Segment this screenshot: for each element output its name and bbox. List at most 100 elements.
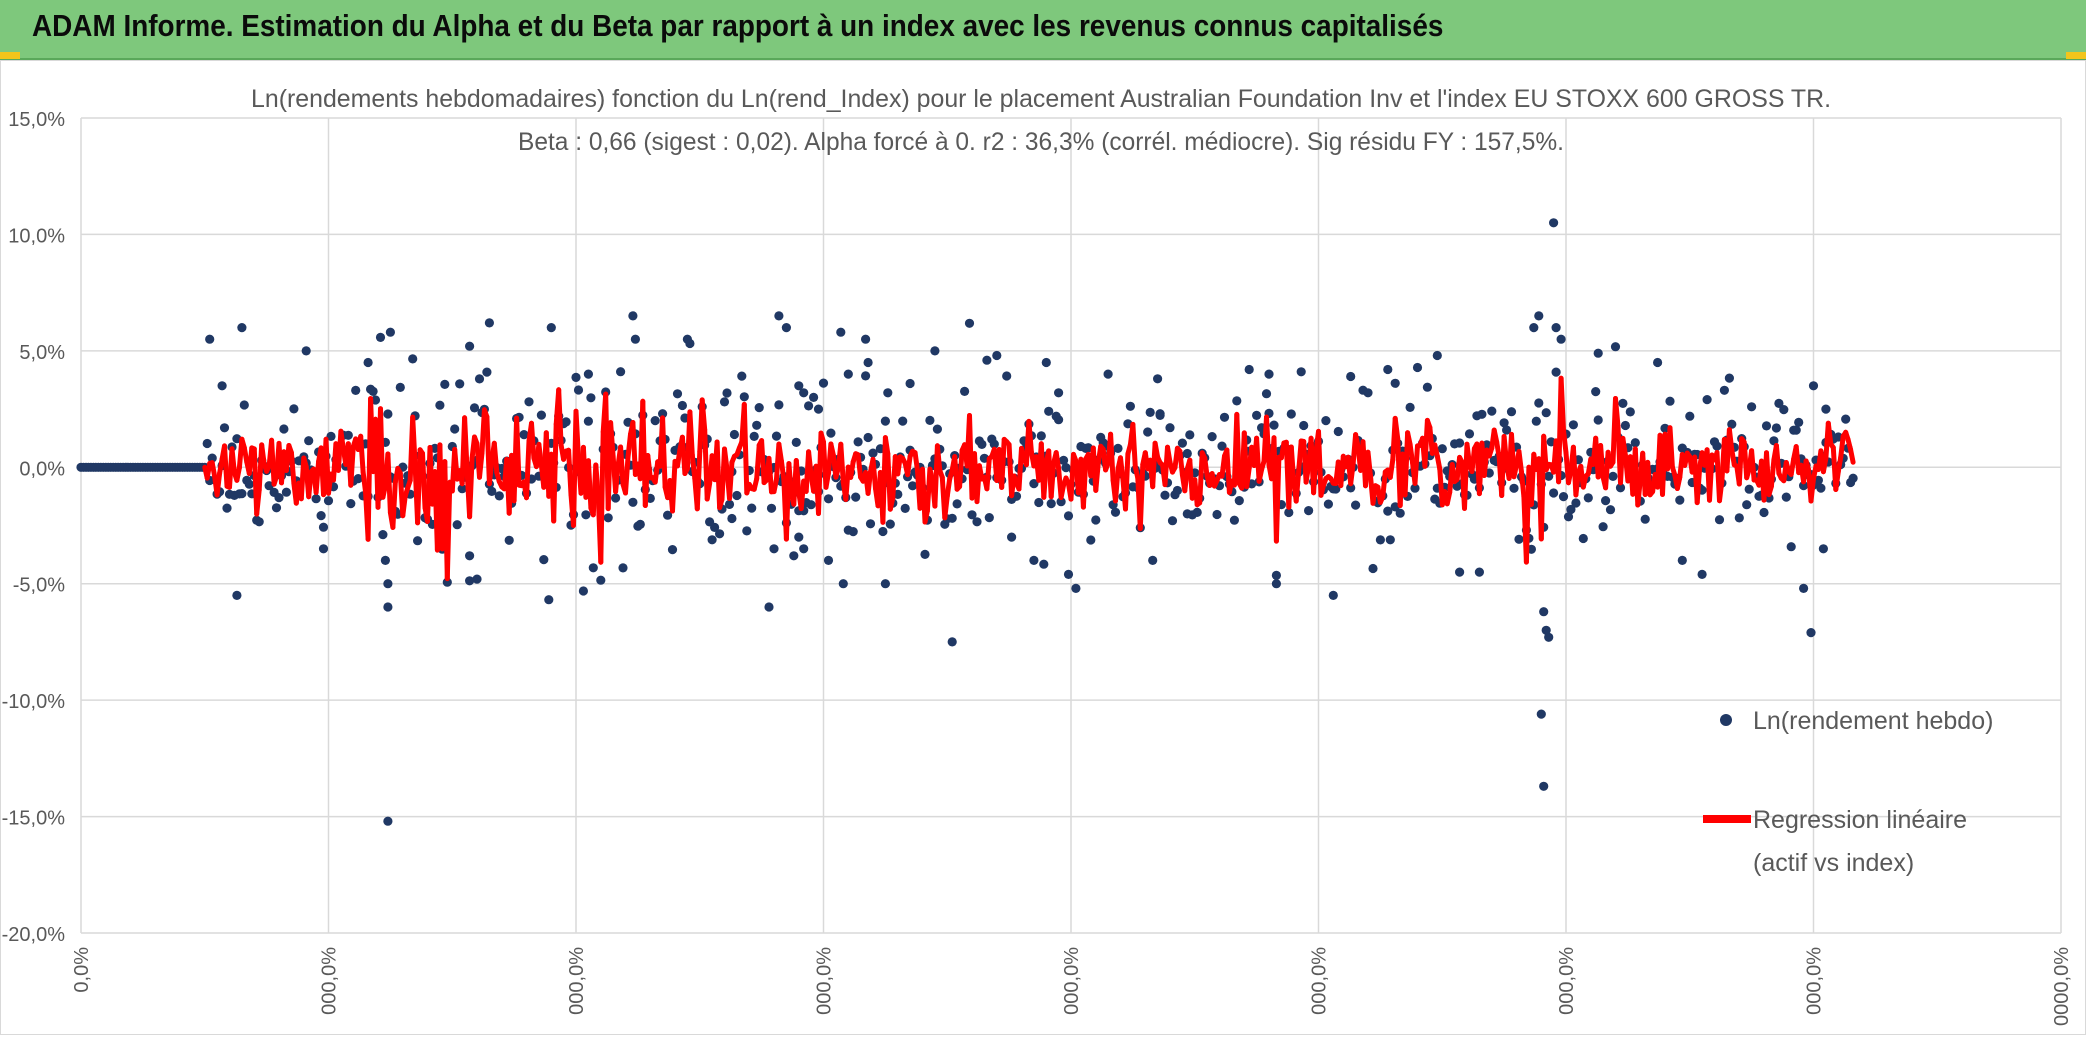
data-point [317, 511, 326, 520]
regression-segment [1180, 451, 1183, 475]
data-point [1465, 429, 1474, 438]
regression-segment [1522, 472, 1524, 497]
regression-segment [1368, 452, 1371, 476]
data-point [1148, 556, 1157, 565]
data-point [1064, 570, 1073, 579]
data-point [1685, 412, 1694, 421]
regression-segment [539, 444, 542, 465]
data-point [851, 493, 860, 502]
data-point [948, 637, 957, 646]
data-point [628, 311, 637, 320]
regression-segment [532, 423, 534, 458]
data-point [1324, 500, 1333, 509]
data-point [1594, 349, 1603, 358]
regression-segment [257, 490, 260, 514]
regression-segment [702, 400, 705, 430]
data-point [1007, 533, 1016, 542]
regression-segment [1291, 447, 1294, 483]
regression-segment [1205, 458, 1207, 476]
regression-segment [363, 472, 366, 493]
regression-segment [388, 454, 391, 513]
data-point [1821, 405, 1830, 414]
regression-segment [987, 459, 989, 489]
regression-segment [1720, 481, 1722, 501]
data-point [985, 513, 994, 522]
regression-segment [717, 442, 720, 508]
regression-segment [1267, 417, 1270, 465]
data-point [636, 520, 645, 529]
data-point [1529, 323, 1538, 332]
data-point [616, 367, 625, 376]
regression-segment [796, 461, 799, 493]
legend: Ln(rendement hebdo) Regression linéaire … [1703, 707, 1993, 877]
data-point [747, 504, 756, 513]
data-point [854, 437, 863, 446]
data-point [1606, 505, 1615, 514]
regression-segment [1415, 446, 1418, 484]
data-point [562, 417, 571, 426]
data-point [1208, 432, 1217, 441]
regression-segment [868, 472, 870, 494]
corner-marker-top-left [0, 52, 20, 59]
regression-segment [1467, 444, 1470, 464]
data-point [1477, 410, 1486, 419]
data-point [673, 389, 682, 398]
data-point [1539, 782, 1548, 791]
regression-segment [1133, 424, 1135, 467]
data-point [1064, 511, 1073, 520]
regression-segment [1561, 378, 1563, 430]
data-point [920, 550, 929, 559]
data-point [1156, 409, 1165, 418]
data-point [584, 417, 593, 426]
data-point [1618, 399, 1627, 408]
chart-subtitle: Beta : 0,66 (sigest : 0,02). Alpha forcé… [518, 128, 1564, 156]
regression-segment [1002, 439, 1005, 487]
data-point [1455, 438, 1464, 447]
data-point [836, 328, 845, 337]
x-tick-label: 000,0% [1061, 947, 1083, 1015]
data-point [1571, 498, 1580, 507]
regression-segment [762, 441, 765, 483]
data-point [1264, 370, 1273, 379]
regression-segment [1828, 423, 1831, 444]
data-point [1212, 510, 1221, 519]
data-point [1626, 407, 1635, 416]
regression-segment [1504, 437, 1507, 464]
data-point [1252, 411, 1261, 420]
data-point [1185, 430, 1194, 439]
data-point [1054, 388, 1063, 397]
data-point [450, 424, 459, 433]
data-point [1611, 342, 1620, 351]
regression-segment [781, 461, 784, 480]
data-point [1433, 351, 1442, 360]
data-point [1787, 542, 1796, 551]
data-point [344, 431, 353, 440]
regression-segment [413, 417, 415, 465]
data-point [1742, 500, 1751, 509]
data-point [1759, 508, 1768, 517]
regression-segment [1752, 451, 1755, 480]
regression-segment [1200, 453, 1203, 503]
x-tick-label: 000,0% [814, 947, 836, 1015]
data-point [302, 346, 311, 355]
regression-segment [648, 456, 651, 478]
data-point [1143, 427, 1152, 436]
data-point [933, 425, 942, 434]
regression-segment [769, 458, 772, 491]
data-point [1173, 486, 1182, 495]
data-point [485, 318, 494, 327]
y-tick-label: 5,0% [19, 342, 65, 364]
data-point [1534, 311, 1543, 320]
data-point [755, 403, 764, 412]
data-point [930, 346, 939, 355]
data-point [1621, 421, 1630, 430]
data-point [524, 397, 533, 406]
data-point [1230, 516, 1239, 525]
regression-segment [1383, 472, 1386, 497]
data-point [1406, 403, 1415, 412]
data-point [1304, 506, 1313, 515]
data-point [539, 555, 548, 564]
data-point [571, 373, 580, 382]
data-point [764, 602, 773, 611]
data-point [715, 529, 724, 538]
